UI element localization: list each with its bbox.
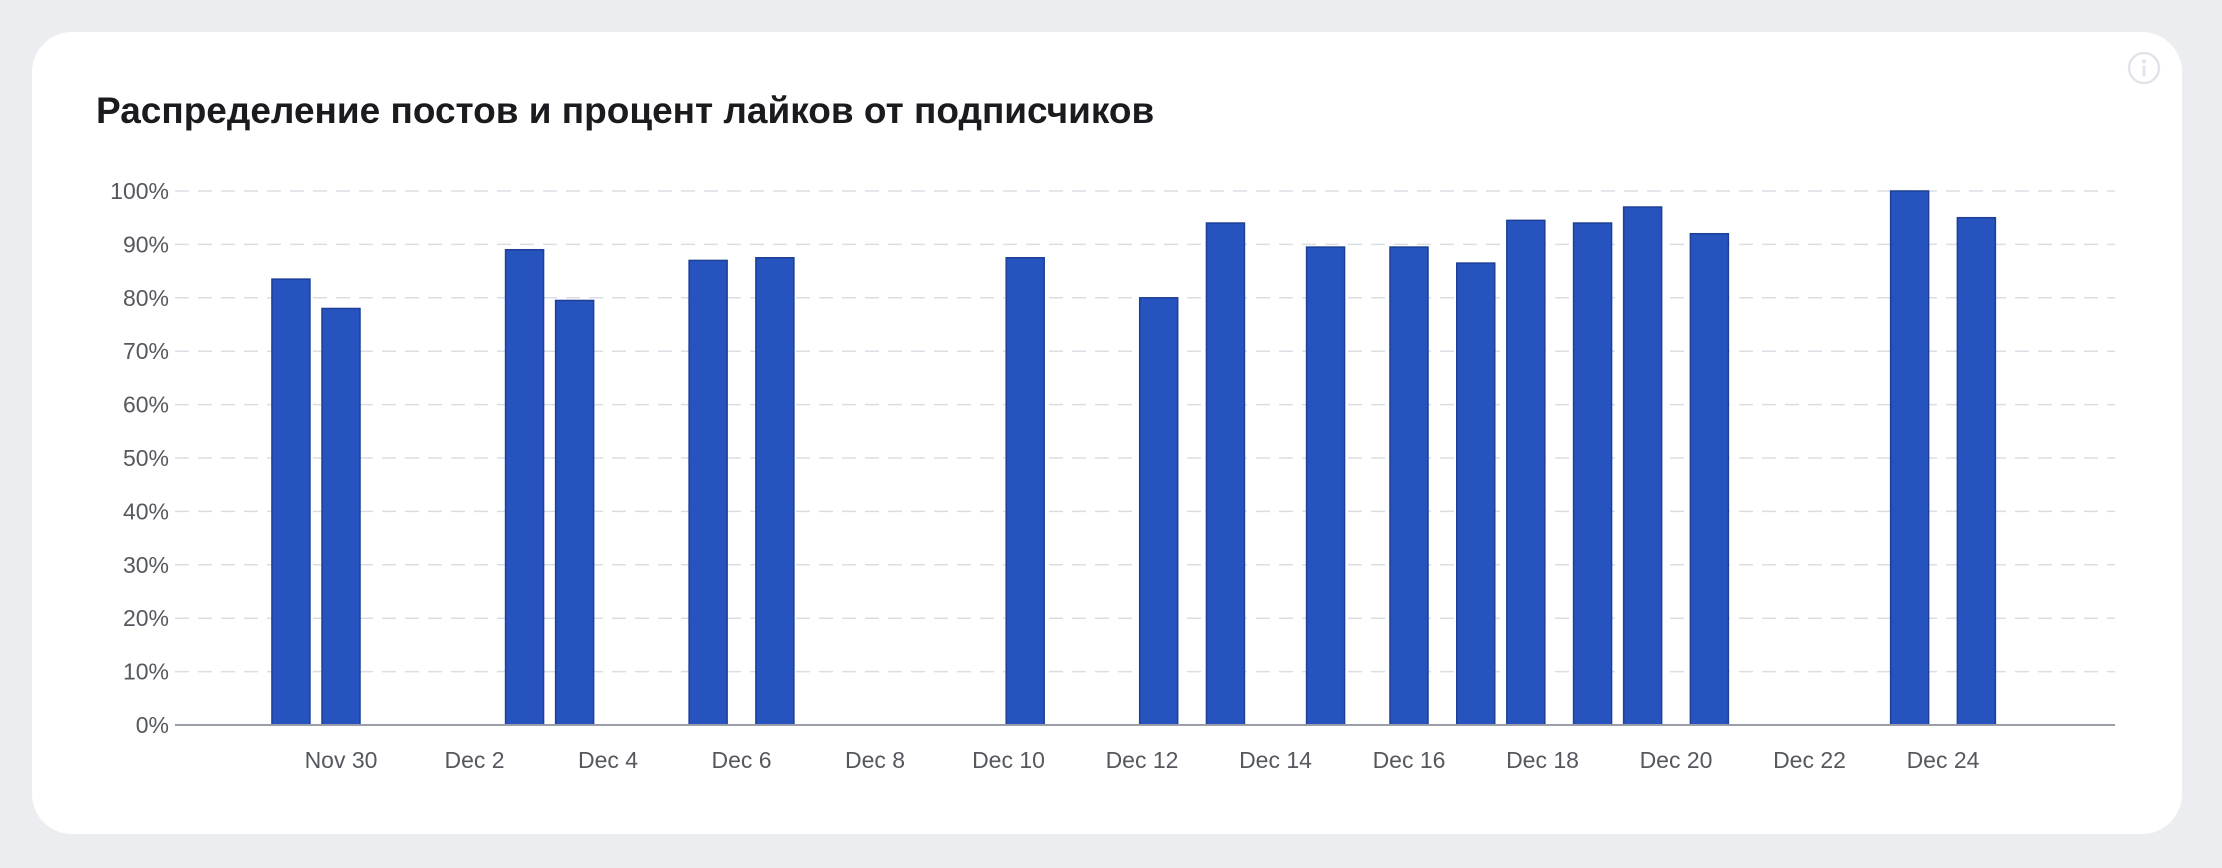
x-tick-label: Dec 20 <box>1640 747 1713 773</box>
bar[interactable] <box>321 307 361 726</box>
y-tick-label: 50% <box>123 445 169 471</box>
y-tick-label: 20% <box>123 605 169 631</box>
bar[interactable] <box>1689 232 1730 726</box>
x-tick-label: Dec 14 <box>1239 747 1312 773</box>
chart-title: Распределение постов и процент лайков от… <box>96 90 1155 131</box>
y-tick-label: 70% <box>123 338 169 364</box>
bar[interactable] <box>504 248 545 726</box>
x-tick-label: Dec 12 <box>1106 747 1179 773</box>
x-tick-label: Dec 18 <box>1506 747 1579 773</box>
y-tick-label: 40% <box>123 498 169 524</box>
bar[interactable] <box>1138 297 1179 726</box>
x-tick-label: Dec 8 <box>845 747 905 773</box>
bar[interactable] <box>1622 206 1663 726</box>
bar[interactable] <box>271 278 311 726</box>
x-tick-label: Dec 2 <box>444 747 504 773</box>
bar[interactable] <box>688 259 728 726</box>
bar[interactable] <box>554 299 595 726</box>
bar[interactable] <box>1889 190 1930 726</box>
y-tick-label: 30% <box>123 552 169 578</box>
y-tick-label: 80% <box>123 285 169 311</box>
y-tick-label: 100% <box>110 178 169 204</box>
bar[interactable] <box>1506 219 1546 726</box>
y-tick-label: 0% <box>136 712 169 738</box>
y-tick-label: 90% <box>123 231 169 257</box>
x-tick-label: Dec 6 <box>711 747 771 773</box>
info-icon[interactable] <box>2127 51 2161 85</box>
y-tick-label: 10% <box>123 659 169 685</box>
bar[interactable] <box>1205 222 1246 726</box>
bar[interactable] <box>1572 222 1613 726</box>
x-tick-label: Dec 4 <box>578 747 638 773</box>
bar[interactable] <box>1389 246 1429 726</box>
x-tick-label: Nov 30 <box>305 747 378 773</box>
chart-card: Распределение постов и процент лайков от… <box>32 32 2182 834</box>
bar[interactable] <box>755 257 795 726</box>
bar[interactable] <box>1956 216 1997 726</box>
x-tick-label: Dec 22 <box>1773 747 1846 773</box>
x-tick-label: Dec 10 <box>972 747 1045 773</box>
y-tick-label: 60% <box>123 392 169 418</box>
x-tick-label: Dec 24 <box>1907 747 1980 773</box>
bar[interactable] <box>1305 246 1346 726</box>
bar[interactable] <box>1456 262 1496 726</box>
bar[interactable] <box>1005 257 1045 726</box>
x-tick-label: Dec 16 <box>1373 747 1446 773</box>
